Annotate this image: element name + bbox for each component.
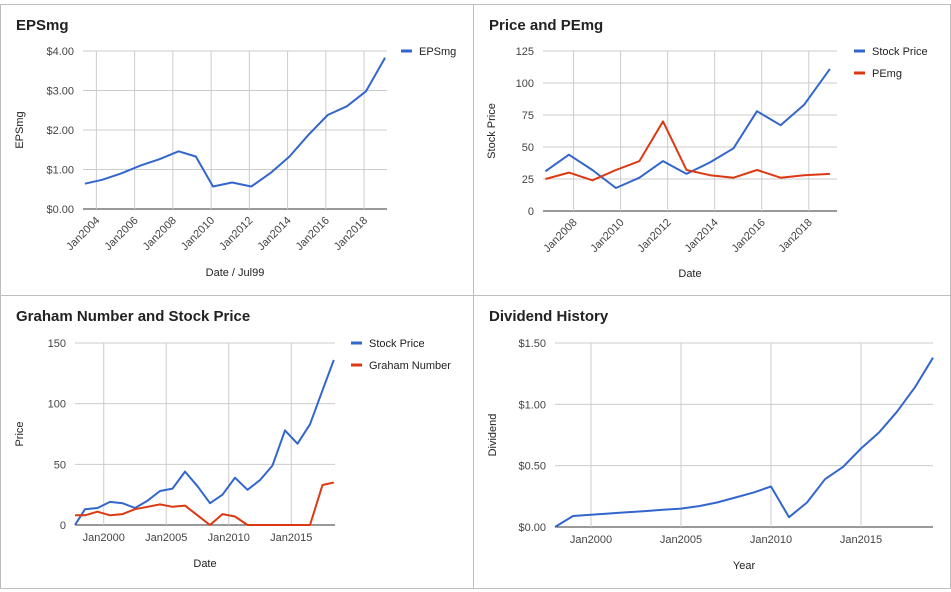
y-tick-label: $1.00 — [518, 399, 546, 411]
y-tick-label: $0.00 — [46, 204, 74, 216]
legend-label: Stock Price — [369, 338, 425, 350]
legend-swatch — [854, 49, 865, 53]
chart-title: Price and PEmg — [489, 17, 604, 34]
x-axis-title: Date — [193, 558, 216, 570]
legend-swatch — [351, 341, 362, 345]
y-tick-label: $0.00 — [518, 522, 546, 534]
legend-item: Stock Price — [854, 46, 928, 58]
x-tick-label: Jan2010 — [179, 215, 217, 253]
x-tick-label: Jan2012 — [217, 215, 255, 253]
y-tick-label: 0 — [528, 206, 534, 218]
legend-swatch — [401, 49, 412, 53]
x-tick-label: Jan2014 — [682, 217, 720, 255]
x-tick-label: Jan2010 — [208, 532, 250, 544]
legend-label: PEmg — [872, 68, 902, 80]
x-axis-title: Date / Jul99 — [206, 267, 265, 279]
y-axis-title: Dividend — [487, 414, 499, 457]
y-tick-label: $0.50 — [518, 461, 546, 473]
x-tick-label: Jan2018 — [777, 217, 815, 255]
y-tick-label: $4.00 — [46, 46, 74, 58]
y-tick-label: $3.00 — [46, 86, 74, 98]
x-tick-label: Jan2018 — [332, 215, 370, 253]
legend-swatch — [854, 71, 865, 75]
y-axis-title: Price — [14, 421, 26, 446]
x-tick-label: Jan2015 — [840, 534, 882, 546]
chart-panel-epsmg: EPSmg $0.00 $1.00 $2.00 $3.00 $4.00 Jan2004 Ja… — [0, 4, 474, 296]
y-tick-label: $2.00 — [46, 125, 74, 137]
x-axis-title: Year — [733, 560, 756, 572]
y-tick-label: 50 — [54, 459, 66, 471]
x-tick-label: Jan2000 — [570, 534, 612, 546]
series-line-0 — [544, 68, 831, 189]
y-tick-label: 150 — [48, 338, 66, 350]
y-tick-label: 0 — [60, 520, 66, 532]
series-line-0 — [84, 57, 386, 188]
x-tick-label: Jan2000 — [83, 532, 125, 544]
x-tick-label: Jan2016 — [730, 217, 768, 255]
y-tick-label: 75 — [522, 110, 534, 122]
x-tick-label: Jan2005 — [660, 534, 702, 546]
legend-label: EPSmg — [419, 46, 456, 58]
y-tick-label: 100 — [48, 399, 66, 411]
x-tick-label: Jan2015 — [270, 532, 312, 544]
legend-swatch — [351, 363, 362, 367]
x-tick-label: Jan2006 — [102, 215, 140, 253]
y-tick-label: 25 — [522, 174, 534, 186]
x-tick-label: Jan2005 — [145, 532, 187, 544]
x-tick-label: Jan2014 — [255, 215, 293, 253]
y-axis-title: Stock Price — [486, 103, 498, 159]
y-tick-label: 50 — [522, 142, 534, 154]
series-line-1 — [75, 481, 335, 526]
series-line-1 — [545, 120, 830, 182]
y-tick-label: $1.00 — [46, 165, 74, 177]
chart-panel-dividend: Dividend History $0.00 $0.50 $1.00 $1.50 Jan… — [473, 295, 951, 589]
legend-item: EPSmg — [401, 46, 456, 58]
legend-item: Graham Number — [351, 360, 451, 372]
x-tick-label: Jan2010 — [750, 534, 792, 546]
x-tick-label: Jan2008 — [541, 217, 579, 255]
y-tick-label: $1.50 — [518, 338, 546, 350]
chart-title: EPSmg — [16, 17, 69, 34]
chart-title: Dividend History — [489, 308, 609, 325]
chart-panel-price-pemg: Price and PEmg 0 25 50 75 100 125 Jan2008 Jan20… — [473, 4, 951, 296]
y-tick-label: 100 — [516, 78, 534, 90]
legend-item: PEmg — [854, 68, 902, 80]
x-tick-label: Jan2012 — [635, 217, 673, 255]
x-tick-label: Jan2004 — [64, 215, 102, 253]
x-tick-label: Jan2008 — [141, 215, 179, 253]
chart-title: Graham Number and Stock Price — [16, 308, 251, 325]
legend-label: Stock Price — [872, 46, 928, 58]
series-line-0 — [554, 357, 934, 528]
y-tick-label: 125 — [516, 46, 534, 58]
legend-item: Stock Price — [351, 338, 425, 350]
chart-panel-graham: Graham Number and Stock Price 0 50 100 150 J… — [0, 295, 474, 589]
chart-dividend: $0.00 $0.50 $1.00 $1.50 Jan2000 Jan2005 Jan201… — [487, 338, 934, 572]
legend-label: Graham Number — [369, 360, 451, 372]
series-line-0 — [74, 359, 335, 526]
x-tick-label: Jan2016 — [294, 215, 332, 253]
x-axis-title: Date — [678, 268, 701, 280]
chart-graham: 0 50 100 150 Jan2000 Jan2005 Jan2010 Jan2015 Pri… — [14, 338, 451, 570]
x-tick-label: Jan2010 — [588, 217, 626, 255]
y-axis-title: EPSmg — [14, 111, 26, 148]
